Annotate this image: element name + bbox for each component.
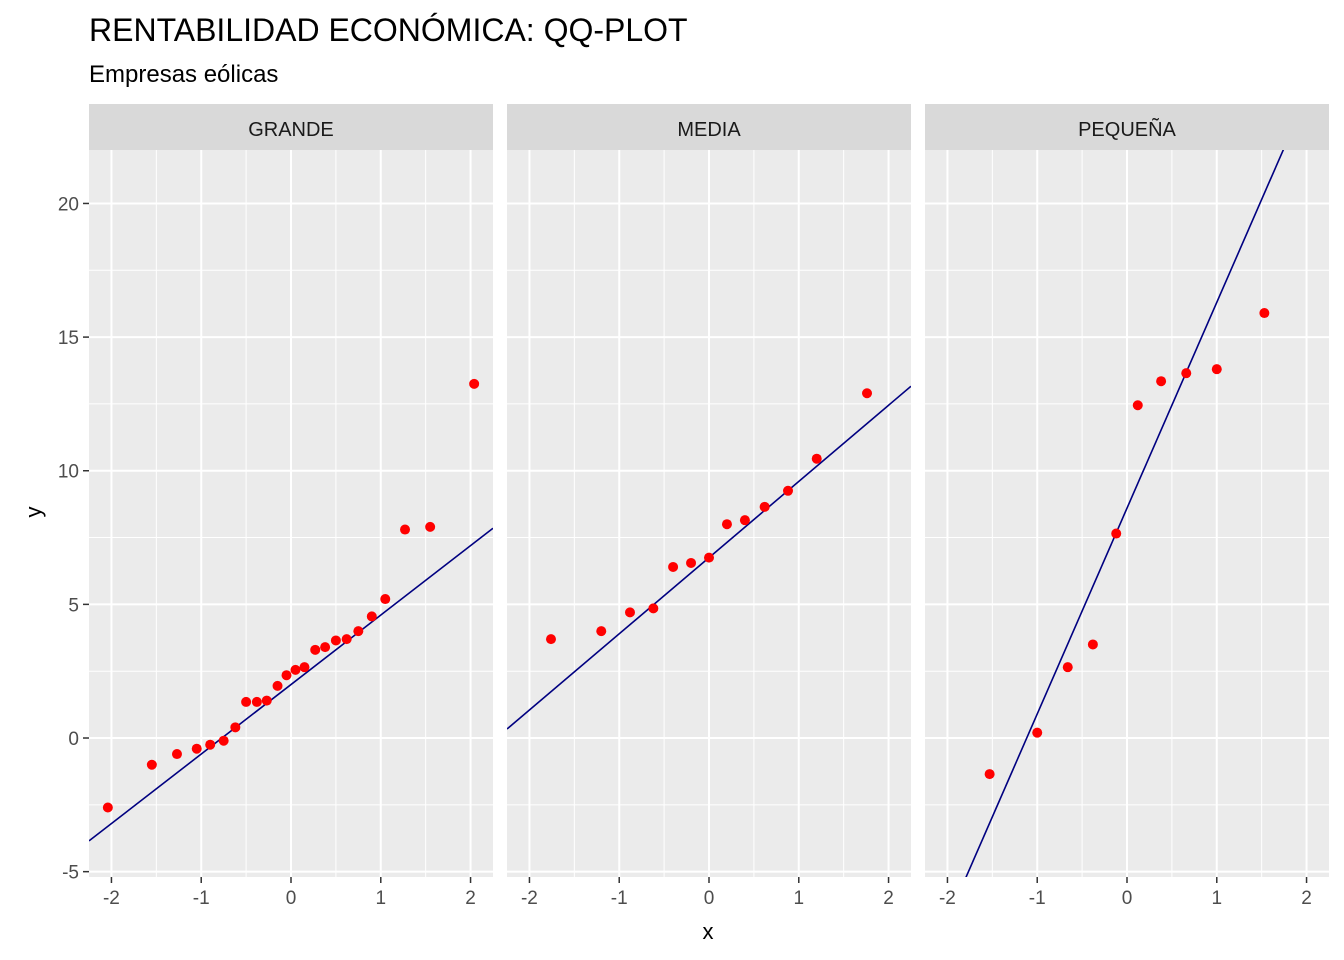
x-tick-label: 2 [465,888,476,909]
qq-point [862,388,873,399]
qq-point [759,501,770,512]
qq-point [353,626,364,637]
qq-point [218,735,229,746]
qq-point [320,642,331,653]
x-axis-title: x [703,919,714,944]
facet-panel-2: PEQUEÑA -2 -1 0 1 2 [925,104,1329,909]
panel-grid [507,150,911,877]
x-axis-ticks: -2 -1 0 1 2 [103,877,476,909]
x-tick-label: 0 [704,888,715,909]
panel-grid [925,150,1329,877]
x-tick-label: 1 [1211,888,1222,909]
x-tick-label: 0 [286,888,297,909]
chart-title: RENTABILIDAD ECONÓMICA: QQ-PLOT [89,12,688,48]
facet-strip [89,104,493,150]
qq-point [721,519,732,530]
y-tick-label: 10 [58,462,79,483]
qq-point [341,634,352,645]
qq-point [330,635,341,646]
qq-point [1211,364,1222,375]
qq-point [984,769,995,780]
y-tick-label: 5 [68,595,79,616]
qq-point [425,521,436,532]
qq-point [400,524,411,535]
x-tick-label: 0 [1122,888,1133,909]
y-axis: -5 0 5 10 15 20 [58,194,89,884]
qq-point [1111,528,1122,539]
panel-grid [89,150,493,877]
facet-strip [925,104,1329,150]
y-tick-label: 15 [58,328,79,349]
qq-point [272,680,283,691]
x-axis-ticks: -2 -1 0 1 2 [939,877,1312,909]
qq-points [545,388,873,645]
qq-point [290,664,301,675]
qq-point [1181,368,1192,379]
x-tick-label: 1 [375,888,386,909]
qq-point [191,743,202,754]
y-tick-label: -5 [62,863,79,884]
qq-reference-line [965,150,1285,877]
x-tick-label: -2 [103,888,120,909]
x-tick-label: -1 [1029,888,1046,909]
qq-points [102,378,480,813]
qq-point [811,453,822,464]
qq-point [281,670,292,681]
y-tick-label: 0 [68,729,79,750]
qq-point [310,644,321,655]
qq-reference-line [89,527,493,842]
qq-point [1032,727,1043,738]
qq-point [1087,639,1098,650]
qq-point [230,722,241,733]
qq-point [380,594,391,605]
x-axis-ticks: -2 -1 0 1 2 [521,877,894,909]
qq-point [171,749,182,760]
qq-points [984,308,1270,780]
x-tick-label: 2 [1301,888,1312,909]
facet-panel-1: MEDIA -2 -1 0 1 2 [507,104,911,909]
qq-point [102,802,113,813]
qq-point [366,611,377,622]
facet-strip-label: MEDIA [677,119,741,141]
x-tick-label: 1 [793,888,804,909]
facet-panels: GRANDE -2 -1 0 1 2 MEDIA -2 -1 0 1 2 PEQUEÑA -2 -1 0 1 2 [89,104,1329,909]
facet-strip-label: PEQUEÑA [1078,117,1176,141]
x-tick-label: -1 [611,888,628,909]
qq-point [545,634,556,645]
qq-point [205,739,216,750]
qq-point [146,759,157,770]
qq-point [251,696,262,707]
qq-point [783,485,794,496]
qq-point [596,626,607,637]
facet-strip [507,104,911,150]
x-tick-label: -2 [939,888,956,909]
qq-point [261,695,272,706]
x-tick-label: -2 [521,888,538,909]
qq-point [1062,662,1073,673]
facet-panel-0: GRANDE -2 -1 0 1 2 [89,104,493,909]
qq-point [686,557,697,568]
y-tick-label: 20 [58,194,79,215]
qq-point [668,561,679,572]
qq-point [1156,376,1167,387]
qq-point [469,378,480,389]
facet-strip-label: GRANDE [248,119,334,141]
qq-point [739,515,750,526]
qq-point [624,607,635,618]
qq-point [299,662,310,673]
x-tick-label: -1 [193,888,210,909]
qq-point [1259,308,1270,319]
qq-point [241,696,252,707]
qq-point [1132,400,1143,411]
qq-point [704,552,714,563]
chart-subtitle: Empresas eólicas [89,61,278,88]
qq-point [648,603,659,614]
y-axis-title: y [21,507,46,518]
x-tick-label: 2 [883,888,894,909]
